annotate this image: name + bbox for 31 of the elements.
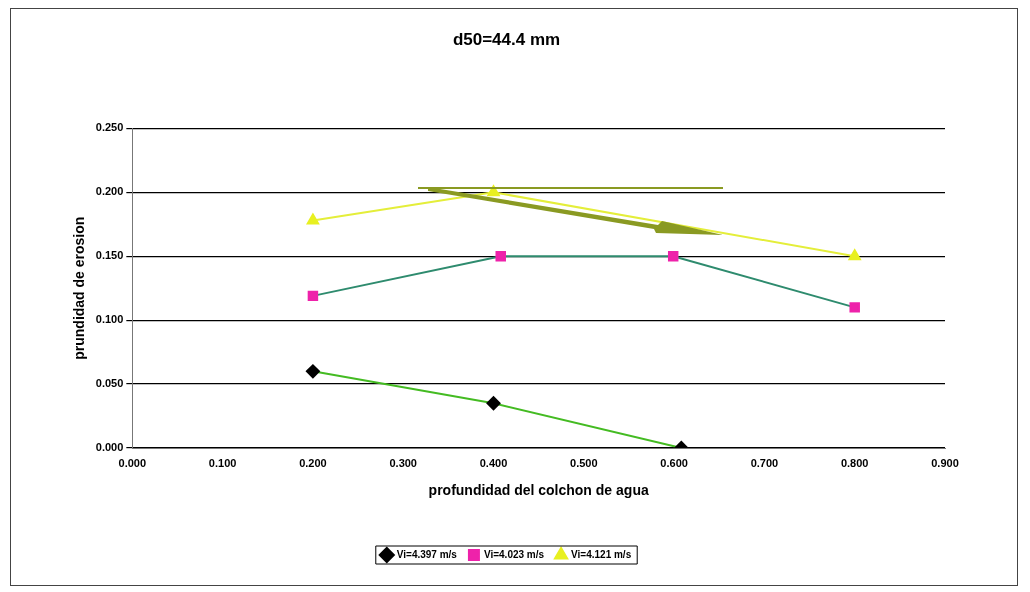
legend-label: Vi=4.023 m/s	[483, 548, 545, 560]
point	[667, 251, 679, 262]
point	[486, 396, 501, 411]
x-tick-label: 0.700	[750, 456, 779, 469]
legend-label: Vi=4.121 m/s	[571, 548, 632, 560]
point	[848, 249, 861, 261]
y-tick-label: 0.250	[95, 121, 124, 134]
y-tick-label: 0.200	[95, 185, 124, 198]
point	[849, 302, 860, 313]
point	[307, 290, 319, 302]
y-axis-title: prundidad de erosion	[71, 216, 88, 360]
legend-label: Vi=4.397 m/s	[396, 548, 458, 560]
x-tick-label: 0.200	[299, 456, 327, 469]
point	[487, 185, 500, 197]
x-tick-label: 0.600	[660, 456, 688, 469]
x-tick-label: 0.300	[389, 456, 417, 469]
x-tick-label: 0.400	[479, 456, 508, 469]
x-tick-label: 0.100	[208, 456, 237, 469]
point	[306, 213, 320, 225]
x-tick-label: 0.000	[118, 456, 147, 469]
y-tick-label: 0.100	[95, 313, 124, 326]
x-tick-label: 0.800	[840, 456, 869, 469]
x-tick-label: 0.500	[570, 456, 598, 469]
y-tick-label: 0.000	[95, 441, 124, 454]
x-axis-title: profundidad del colchon de agua	[428, 482, 649, 499]
point	[305, 364, 320, 379]
chart-title: d50=44.4 mm	[452, 29, 561, 49]
y-tick-label: 0.050	[95, 377, 124, 390]
point	[495, 251, 506, 262]
x-tick-label: 0.900	[931, 456, 959, 469]
y-tick-label: 0.150	[95, 249, 124, 262]
